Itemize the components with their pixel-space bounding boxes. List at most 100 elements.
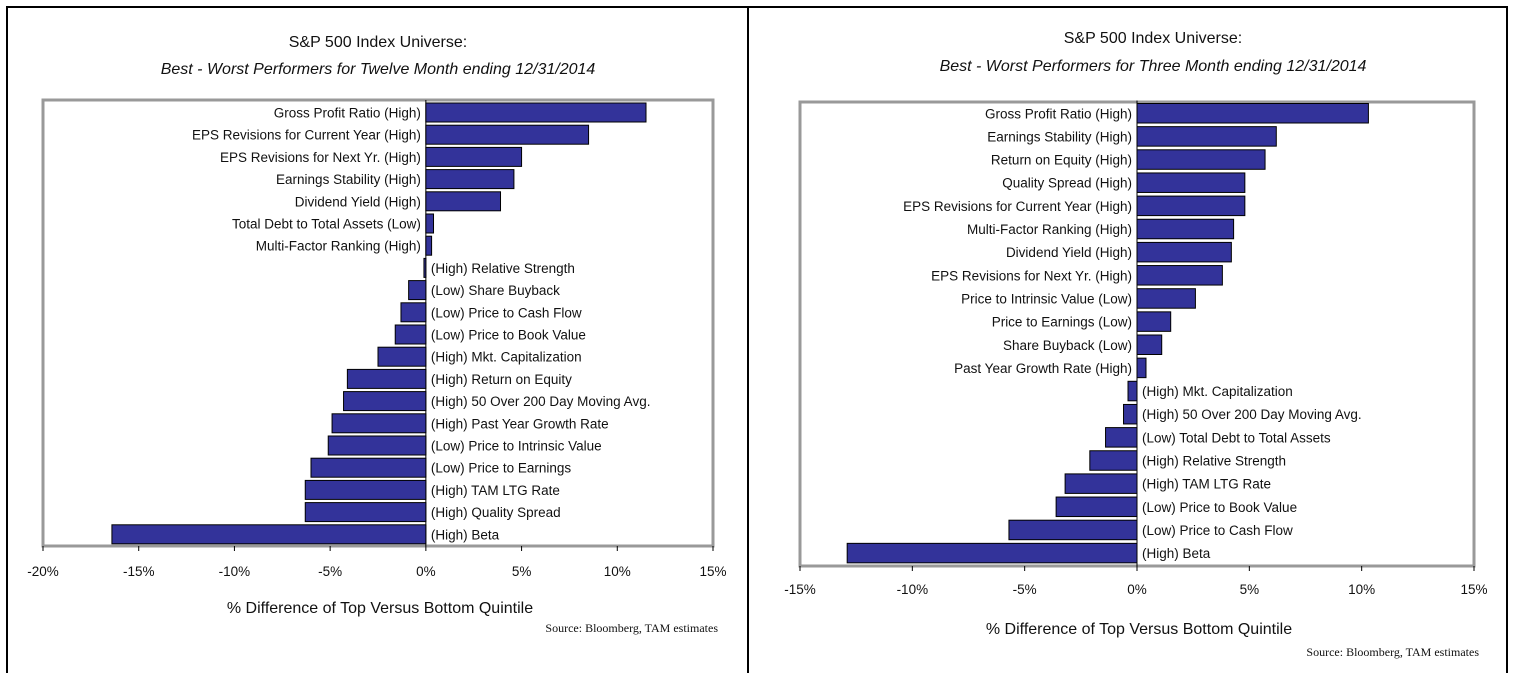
category-label: Multi-Factor Ranking (High) [256, 239, 421, 254]
bar [346, 368, 427, 389]
category-label: (High) Beta [431, 527, 500, 542]
x-tick-label: 5% [512, 564, 532, 579]
bar [1136, 195, 1246, 217]
bar [1136, 311, 1172, 332]
category-label: (Low) Price to Cash Flow [1142, 523, 1293, 538]
category-label: Dividend Yield (High) [295, 194, 421, 209]
category-label: (Low) Price to Book Value [1142, 500, 1297, 515]
category-label: (Low) Price to Intrinsic Value [431, 439, 602, 454]
chart-title-line1: S&P 500 Index Universe: [289, 34, 467, 51]
category-label: (High) Mkt. Capitalization [1142, 384, 1293, 399]
category-label: Price to Intrinsic Value (Low) [961, 291, 1132, 306]
category-labels: Gross Profit Ratio (High) Earnings Stabil… [903, 106, 1361, 561]
category-label: (Low) Share Buyback [431, 283, 560, 298]
category-label: (High) TAM LTG Rate [431, 483, 560, 498]
category-label: Price to Earnings (Low) [992, 315, 1132, 330]
bar [1136, 218, 1235, 240]
bar [425, 146, 523, 167]
bar [111, 524, 427, 545]
bar [331, 413, 427, 434]
x-tick-label: -20% [27, 564, 59, 579]
category-label: (High) Relative Strength [431, 261, 575, 276]
category-label: (High) Beta [1142, 546, 1211, 561]
bar [1055, 496, 1138, 518]
x-tick-label: 15% [699, 564, 726, 579]
bar [377, 346, 427, 367]
bar [1127, 380, 1138, 402]
source-note: Source: Bloomberg, TAM estimates [545, 621, 718, 635]
category-label: (High) 50 Over 200 Day Moving Avg. [431, 394, 651, 409]
bar [343, 391, 427, 412]
bar [425, 124, 590, 145]
x-tick-label: -15% [123, 564, 155, 579]
category-label: EPS Revisions for Next Yr. (High) [220, 150, 421, 165]
category-label: EPS Revisions for Current Year (High) [192, 128, 421, 143]
chart-right: S&P 500 Index Universe: Best - Worst Per… [784, 30, 1488, 659]
category-label: EPS Revisions for Next Yr. (High) [931, 268, 1132, 283]
bar [1136, 149, 1266, 170]
bar [1136, 357, 1147, 379]
category-label: EPS Revisions for Current Year (High) [903, 199, 1132, 214]
x-tick-label: 10% [1348, 582, 1375, 597]
bar [846, 542, 1138, 564]
category-label: Share Buyback (Low) [1003, 338, 1132, 353]
category-label: Earnings Stability (High) [987, 129, 1132, 144]
bar [425, 235, 433, 256]
bar [1136, 241, 1232, 263]
category-label: (Low) Price to Book Value [431, 328, 586, 343]
bars [846, 100, 1369, 566]
category-label: (High) TAM LTG Rate [1142, 477, 1271, 492]
bar [1064, 473, 1138, 494]
bar [1089, 450, 1138, 471]
bar [310, 457, 427, 478]
bar [425, 191, 502, 212]
bar [400, 302, 427, 323]
category-label: (High) Mkt. Capitalization [431, 350, 582, 365]
chart-title-line2: Best - Worst Performers for Three Month … [940, 58, 1367, 75]
category-labels: Gross Profit Ratio (High) EPS Revisions f… [192, 106, 650, 543]
bars [111, 100, 647, 546]
panel-divider [747, 6, 749, 673]
bar [1136, 334, 1163, 355]
bar [1136, 103, 1369, 124]
category-label: (High) Return on Equity [431, 372, 572, 387]
bar [1105, 427, 1138, 448]
category-label: Gross Profit Ratio (High) [274, 106, 421, 121]
category-label: (High) Past Year Growth Rate [431, 416, 609, 431]
category-label: (High) Relative Strength [1142, 454, 1286, 469]
bar [304, 502, 427, 523]
chart-title-line2: Best - Worst Performers for Twelve Month… [161, 61, 596, 78]
category-label: Past Year Growth Rate (High) [954, 361, 1132, 376]
bar [1136, 288, 1196, 309]
bar [423, 257, 427, 278]
category-label: Gross Profit Ratio (High) [985, 106, 1132, 121]
bar [425, 102, 647, 123]
x-tick-label: -5% [1013, 582, 1037, 597]
bar [1136, 126, 1277, 147]
bar [1008, 519, 1138, 541]
x-axis-ticks: -20% -15% -10% -5% 0% 5% 10% 15% [27, 546, 727, 579]
bar [408, 280, 427, 301]
x-axis-label: % Difference of Top Versus Bottom Quinti… [227, 600, 533, 617]
x-tick-label: -10% [219, 564, 251, 579]
category-label: Return on Equity (High) [991, 153, 1132, 168]
category-label: Dividend Yield (High) [1006, 245, 1132, 260]
plot-frame [41, 98, 715, 548]
bar [425, 213, 435, 234]
category-label: (High) 50 Over 200 Day Moving Avg. [1142, 407, 1362, 422]
bar [394, 324, 427, 345]
bar [1136, 172, 1246, 193]
category-label: (High) Quality Spread [431, 505, 561, 520]
category-label: Quality Spread (High) [1002, 176, 1132, 191]
x-tick-label: -15% [784, 582, 816, 597]
category-label: (Low) Price to Cash Flow [431, 305, 582, 320]
category-label: (Low) Price to Earnings [431, 461, 572, 476]
x-tick-label: 5% [1240, 582, 1260, 597]
chart-left: S&P 500 Index Universe: Best - Worst Per… [27, 34, 727, 635]
x-tick-label: 0% [1127, 582, 1147, 597]
bar [1136, 265, 1223, 286]
bar [327, 435, 427, 456]
x-axis-ticks: -15% -10% -5% 0% 5% 10% 15% [784, 566, 1488, 597]
category-label: Total Debt to Total Assets (Low) [232, 217, 421, 232]
